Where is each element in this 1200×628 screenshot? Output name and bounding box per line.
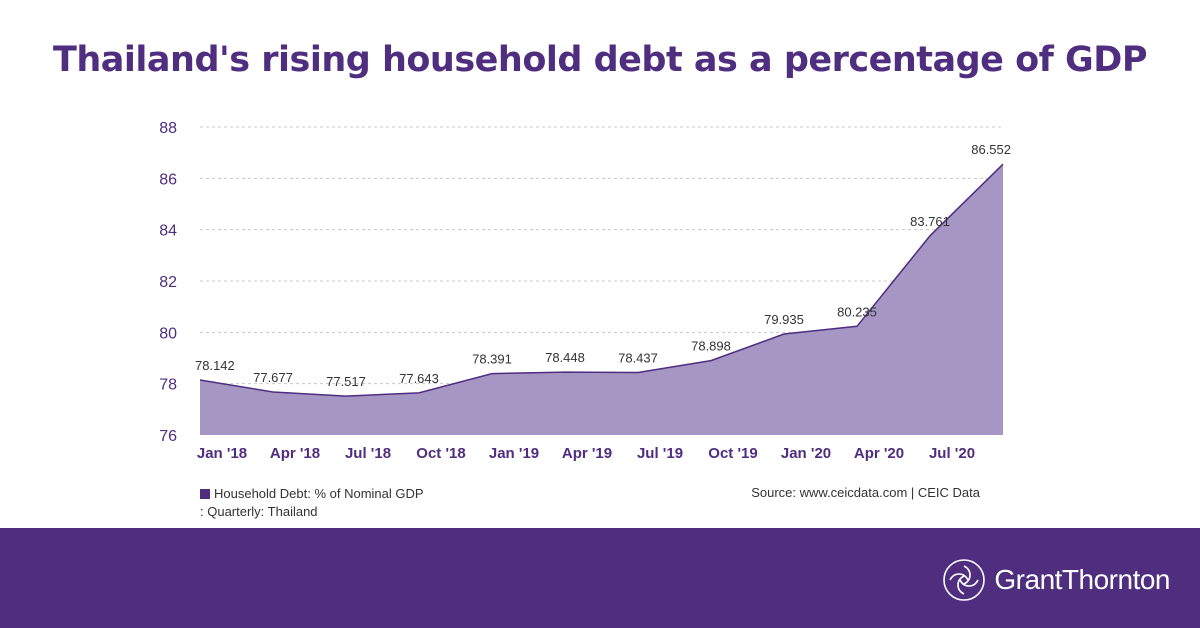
x-tick-label: Jul '19	[637, 445, 683, 462]
brand: GrantThornton	[942, 558, 1170, 602]
legend-label-line2: : Quarterly: Thailand	[200, 504, 318, 519]
series-line	[199, 163, 1004, 397]
area-fill	[200, 164, 1003, 435]
data-label: 77.643	[399, 371, 439, 386]
data-label: 80.235	[837, 304, 877, 319]
data-label: 78.437	[618, 350, 658, 365]
x-tick-label: Jan '19	[489, 445, 539, 462]
x-tick-label: Apr '19	[562, 445, 612, 462]
y-tick-label: 80	[159, 325, 177, 342]
household-debt-chart: 76 78 80 82 84 86 88 Jan '18 Apr '18 Jul '18 Oct …	[159, 120, 1011, 462]
data-label: 86.552	[971, 142, 1011, 157]
x-axis-ticks: Jan '18 Apr '18 Jul '18 Oct '18 Jan '19 Apr '…	[197, 445, 975, 462]
x-tick-label: Jul '18	[345, 445, 391, 462]
y-tick-label: 88	[159, 120, 177, 137]
y-tick-label: 76	[159, 428, 177, 445]
y-axis-ticks: 76 78 80 82 84 86 88	[159, 120, 177, 445]
source-note: Source: www.ceicdata.com | CEIC Data	[751, 485, 980, 500]
x-tick-label: Oct '18	[416, 445, 465, 462]
data-labels: 78.142 77.677 77.517 77.643 78.391 78.448 78.4…	[195, 142, 1011, 389]
legend-swatch	[200, 489, 210, 499]
data-label: 78.142	[195, 358, 235, 373]
grant-thornton-logo-icon	[943, 559, 986, 601]
x-tick-label: Oct '19	[708, 445, 757, 462]
x-tick-label: Apr '18	[270, 445, 320, 462]
area-series	[199, 163, 1004, 435]
grid-lines	[200, 126, 1003, 385]
data-label: 78.898	[691, 339, 731, 354]
y-tick-label: 82	[159, 274, 177, 291]
footer-bar: GrantThornton	[0, 528, 1200, 628]
data-label: 77.677	[253, 370, 293, 385]
legend-label-line1: Household Debt: % of Nominal GDP	[214, 486, 424, 501]
y-tick-label: 78	[159, 377, 177, 394]
data-label: 79.935	[764, 312, 804, 327]
legend-entry: Household Debt: % of Nominal GDP	[200, 485, 424, 503]
chart-title: Thailand's rising household debt as a pe…	[53, 40, 1148, 80]
x-tick-label: Apr '20	[854, 445, 904, 462]
x-tick-label: Jan '18	[197, 445, 247, 462]
data-label: 77.517	[326, 374, 366, 389]
y-tick-label: 86	[159, 171, 177, 188]
x-tick-label: Jul '20	[929, 445, 975, 462]
x-tick-label: Jan '20	[781, 445, 831, 462]
brand-name: GrantThornton	[994, 564, 1170, 595]
data-label: 83.761	[910, 214, 950, 229]
data-label: 78.391	[472, 352, 512, 367]
data-label: 78.448	[545, 350, 585, 365]
legend: Household Debt: % of Nominal GDP : Quart…	[200, 485, 424, 521]
y-tick-label: 84	[159, 223, 177, 240]
